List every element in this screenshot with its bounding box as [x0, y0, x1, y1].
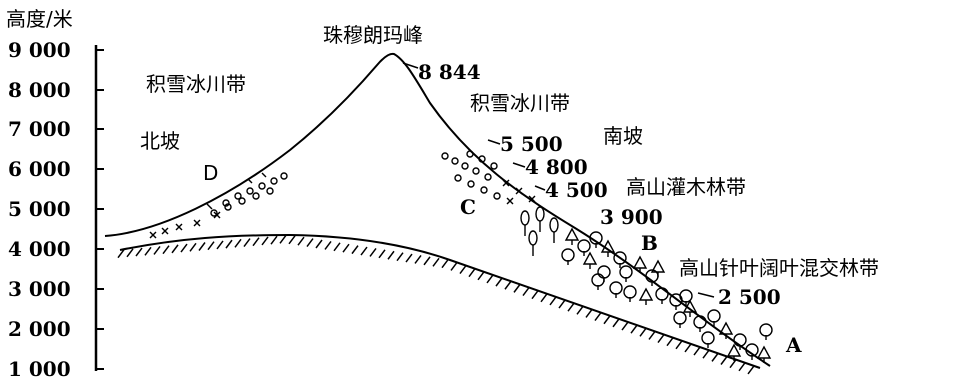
north-slope-label: 北坡: [140, 129, 180, 153]
south-point-b-label: B: [641, 231, 658, 255]
south-snow-zone-label: 积雪冰川带: [470, 91, 570, 115]
peak-name-label: 珠穆朗玛峰: [323, 23, 423, 47]
tick-label-1000: 1 000: [8, 357, 71, 380]
tree-mark: [674, 312, 686, 328]
tree-mark: [590, 232, 602, 248]
south-meadow-marks: [442, 151, 535, 204]
tick-label-2000: 2 000: [8, 317, 71, 341]
base-ground-line: [120, 235, 760, 368]
north-slope-vegetation-marks: [150, 173, 287, 238]
y-axis-tick-labels: 9 000 8 000 7 000 6 000 5 000 4 000 3 00…: [8, 38, 71, 380]
tree-mark: [592, 274, 604, 290]
tree-mark: [624, 286, 636, 302]
tree-mark: [584, 253, 596, 269]
mixed-forest-zone-label: 高山针叶阔叶混交林带: [679, 256, 879, 280]
y-axis-title: 高度/米: [6, 7, 73, 31]
tick-label-6000: 6 000: [8, 157, 71, 181]
tick-label-4000: 4 000: [8, 237, 71, 261]
mark-5500: 5 500: [500, 132, 563, 156]
tree-mark: [702, 332, 714, 348]
tree-mark: [640, 289, 652, 305]
tree-mark: [694, 316, 706, 332]
mark-2500: 2 500: [718, 285, 781, 309]
peak-height-label: 8 844: [418, 60, 481, 84]
tree-mark: [578, 240, 590, 256]
tree-mark: [620, 266, 632, 282]
mark-3900: 3 900: [600, 205, 663, 229]
north-snow-zone-label: 积雪冰川带: [146, 72, 246, 96]
tick-label-5000: 5 000: [8, 197, 71, 221]
tick-label-8000: 8 000: [8, 78, 71, 102]
south-slope-label: 南坡: [603, 124, 643, 148]
tree-mark: [634, 257, 646, 273]
tree-mark: [656, 288, 668, 304]
tree-mark: [562, 249, 574, 265]
tree-mark: [720, 323, 732, 339]
tree-mark: [728, 345, 740, 361]
north-point-d-label: D: [203, 161, 218, 185]
tree-mark: [652, 261, 664, 277]
tree-mark: [758, 347, 770, 363]
mountain-profile-line: [105, 54, 770, 366]
tick-label-9000: 9 000: [8, 38, 71, 62]
south-point-c-label: C: [460, 195, 476, 219]
tick-label-3000: 3 000: [8, 277, 71, 301]
tree-mark: [610, 282, 622, 298]
south-altitude-marks: 5 500 4 800 4 500 3 900 2 500: [488, 132, 781, 309]
mark-4800: 4 800: [525, 155, 588, 179]
mark-4500: 4 500: [545, 178, 608, 202]
tree-mark: [760, 324, 772, 340]
south-point-a-label: A: [785, 333, 802, 357]
tick-label-7000: 7 000: [8, 117, 71, 141]
tree-mark: [566, 229, 578, 245]
shrub-zone-label: 高山灌木林带: [626, 175, 746, 199]
